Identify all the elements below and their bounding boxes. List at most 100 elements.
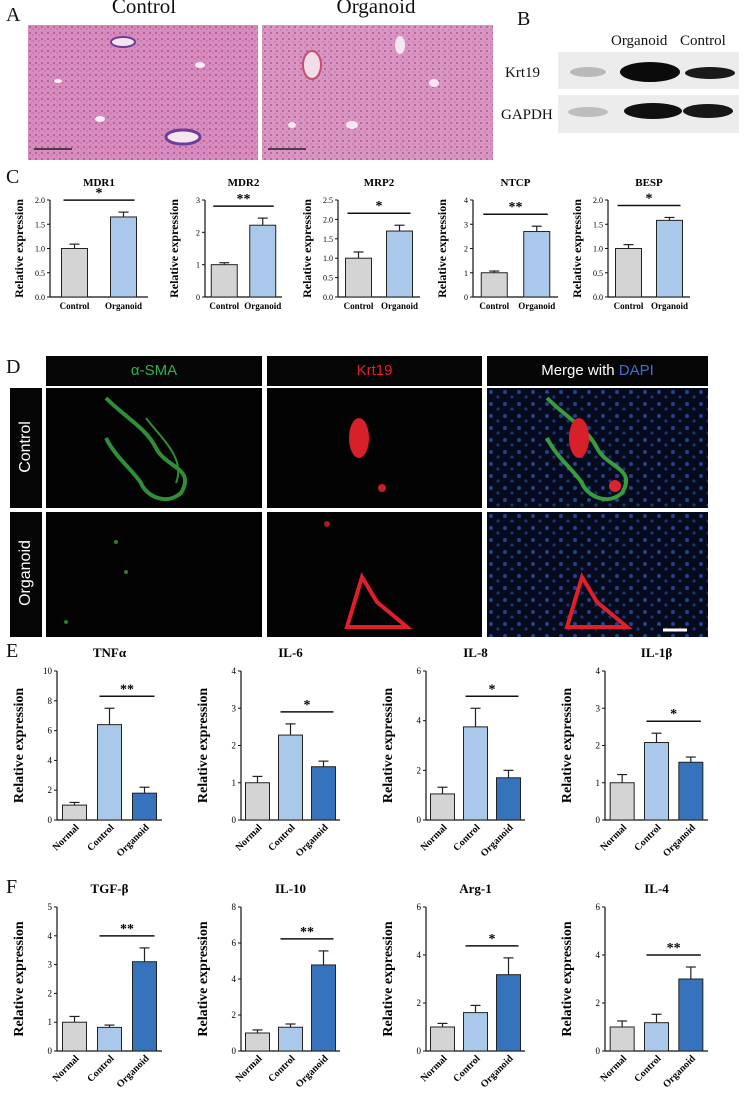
gapdh-bands [568,103,733,119]
chart-title: IL-10 [275,881,306,896]
x-tick-label: Control [479,301,509,311]
x-tick-label: Organoid [244,301,281,311]
x-tick-label: Organoid [294,822,331,859]
krt19-bands [570,62,735,82]
chart-title: MDR1 [83,177,115,189]
blot-row-krt19: Krt19 [505,65,540,81]
y-tick-label: 2 [417,998,422,1008]
chart-title: MDR2 [228,177,260,189]
bar [245,1032,270,1052]
bar [480,272,508,298]
significance-marker: * [670,707,677,722]
bar [615,248,642,298]
y-tick-label: 2.5 [323,196,333,205]
y-tick-label: 8 [232,902,237,912]
y-tick-label: 4 [48,755,53,765]
x-tick-label: Normal [51,1053,82,1084]
x-tick-label: Normal [598,822,629,853]
if-header-merge-dapi: DAPI [618,362,654,379]
x-tick-label: Control [266,1053,297,1084]
y-tick-label: 0.5 [593,269,603,278]
y-axis-label: Relative expression [560,921,575,1036]
x-tick-label: Organoid [479,1053,516,1090]
sma-control-stain [104,396,188,501]
panel-label-f: F [6,876,18,898]
bar [678,978,704,1052]
blot-row-gapdh: GAPDH [501,107,553,123]
krt19-organoid-stain [324,521,413,629]
bar [609,782,635,821]
y-tick-label: 2 [464,245,468,254]
y-tick-label: 10 [43,666,53,676]
if-control-sma [46,388,262,508]
y-tick-label: 3 [232,703,237,713]
chart-title: IL-1β [641,645,673,660]
y-axis-label: Relative expression [560,688,575,803]
y-axis-label: Relative expression [196,688,211,803]
y-tick-label: 1.5 [323,235,333,244]
significance-marker: ** [300,925,314,940]
x-tick-label: Normal [234,822,265,853]
y-tick-label: 1 [196,261,200,270]
panel-label-b: B [517,8,531,30]
y-tick-label: 4 [464,196,468,205]
y-tick-label: 0 [464,293,468,302]
bar [496,777,521,821]
y-tick-label: 2 [232,1010,237,1020]
if-organoid-merge [487,512,708,637]
y-tick-label: 0 [596,1046,601,1056]
y-tick-label: 6 [596,902,601,912]
if-organoid-krt19 [267,512,482,637]
y-axis-label: Relative expression [12,688,27,803]
bar [386,230,413,298]
histology-control-image [28,25,258,160]
bar [278,734,303,821]
if-row-control-label: Control [17,421,34,473]
y-axis-label: Relative expression [12,921,27,1036]
sma-organoid-stain [64,540,128,624]
y-tick-label: 1.0 [323,254,333,263]
y-tick-label: 2 [48,785,53,795]
x-tick-label: Organoid [105,301,142,311]
x-tick-label: Organoid [294,1053,331,1090]
krt19-control-stain [349,418,386,492]
y-tick-label: 0.5 [35,269,45,278]
y-tick-label: 0 [232,1046,237,1056]
if-header-sma: α-SMA [46,356,262,386]
y-tick-label: 0 [596,815,601,825]
significance-marker: * [489,682,496,697]
bar [62,1021,87,1052]
y-tick-label: 0.0 [593,293,603,302]
x-tick-label: Organoid [115,822,152,859]
y-axis-label: Relative expression [300,199,314,298]
panel-label-c: C [6,166,20,188]
if-control-merge [487,388,708,508]
y-axis-label: Relative expression [381,921,396,1036]
significance-marker: ** [120,922,134,937]
y-tick-label: 4 [596,950,601,960]
panel-label-e: E [6,640,19,662]
y-tick-label: 4 [48,931,53,941]
y-tick-label: 0 [232,815,237,825]
if-header-krt19: Krt19 [267,356,482,386]
significance-marker: ** [667,941,681,956]
y-tick-label: 2.0 [35,196,45,205]
x-tick-label: Control [85,1053,116,1084]
y-tick-label: 0.5 [323,274,333,283]
merge-control-stain [487,388,708,508]
y-tick-label: 2.0 [593,196,603,205]
y-axis-label: Relative expression [435,199,449,298]
chart-title: Arg-1 [459,881,492,896]
chart-title: TGF-β [91,881,129,896]
x-tick-label: Control [344,301,374,311]
y-tick-label: 0 [417,1046,422,1056]
y-tick-label: 4 [417,716,422,726]
bar [430,1026,455,1052]
chart-title: BESP [635,177,663,189]
x-tick-label: Organoid [115,1053,152,1090]
chart-title: IL-8 [463,645,488,660]
if-header-merge: Merge with DAPI [487,356,708,386]
y-tick-label: 4 [417,950,422,960]
x-tick-label: Control [209,301,239,311]
